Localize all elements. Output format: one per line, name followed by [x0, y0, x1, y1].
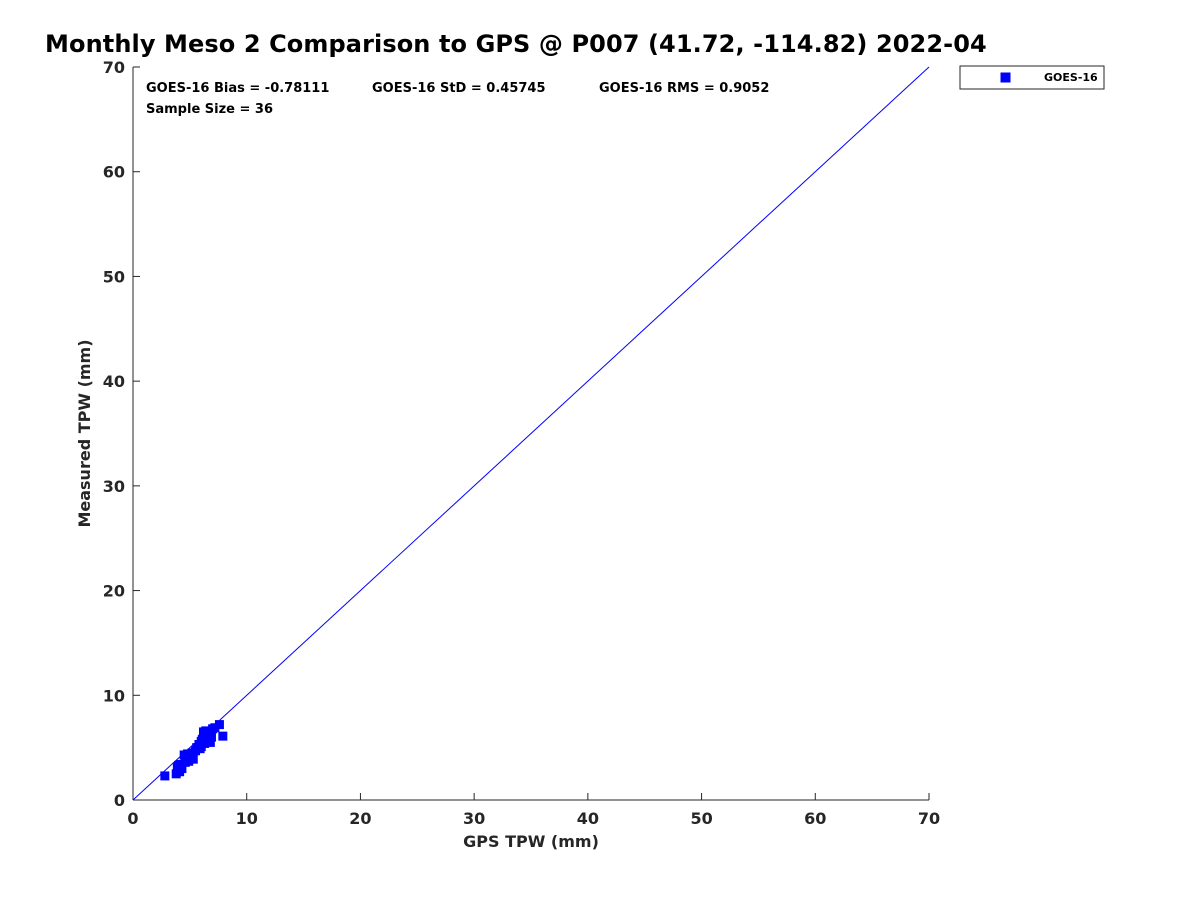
y-tick-label: 20: [103, 582, 125, 601]
x-axis-label: GPS TPW (mm): [463, 832, 599, 851]
legend-box: [959, 65, 1105, 90]
x-tick-label: 40: [577, 809, 599, 828]
chart-title: Monthly Meso 2 Comparison to GPS @ P007 …: [45, 30, 987, 58]
data-point: [196, 742, 206, 752]
data-points-layer: [160, 720, 228, 781]
x-tick-label: 70: [918, 809, 940, 828]
x-tick-label: 50: [690, 809, 712, 828]
std-annotation: GOES-16 StD = 0.45745: [372, 81, 546, 96]
data-point: [177, 764, 187, 774]
data-point: [210, 723, 220, 733]
x-tick-label: 20: [349, 809, 371, 828]
data-point: [214, 720, 224, 730]
x-tick-label: 60: [804, 809, 826, 828]
axes: [132, 67, 929, 801]
x-tick-label: 30: [463, 809, 485, 828]
y-ticks: 0 10 20 30 40 50 60 70: [103, 58, 140, 810]
one-to-one-line: [132, 66, 930, 801]
y-tick-label: 70: [103, 58, 125, 77]
data-point: [160, 771, 170, 781]
reference-line-layer: [132, 66, 930, 801]
y-tick-label: 0: [114, 791, 125, 810]
sample-size-annotation: Sample Size = 36: [146, 102, 273, 117]
legend-label: GOES-16: [1044, 71, 1098, 84]
y-tick-label: 50: [103, 267, 125, 286]
rms-annotation: GOES-16 RMS = 0.9052: [599, 81, 769, 96]
x-tick-label: 0: [127, 809, 138, 828]
data-point: [205, 737, 215, 747]
y-axis-label: Measured TPW (mm): [75, 339, 94, 527]
data-point: [188, 754, 198, 764]
data-point: [206, 732, 216, 742]
data-point: [218, 731, 228, 741]
legend: GOES-16: [959, 65, 1105, 90]
y-tick-label: 30: [103, 477, 125, 496]
y-tick-label: 60: [103, 163, 125, 182]
y-tick-label: 40: [103, 372, 125, 391]
x-ticks: 0 10 20 30 40 50 60 70: [127, 793, 940, 828]
legend-marker: [1000, 72, 1011, 83]
y-tick-label: 10: [103, 686, 125, 705]
bias-annotation: GOES-16 Bias = -0.78111: [146, 81, 329, 96]
stats-annotations: GOES-16 Bias = -0.78111 GOES-16 StD = 0.…: [146, 81, 769, 117]
x-tick-label: 10: [236, 809, 258, 828]
